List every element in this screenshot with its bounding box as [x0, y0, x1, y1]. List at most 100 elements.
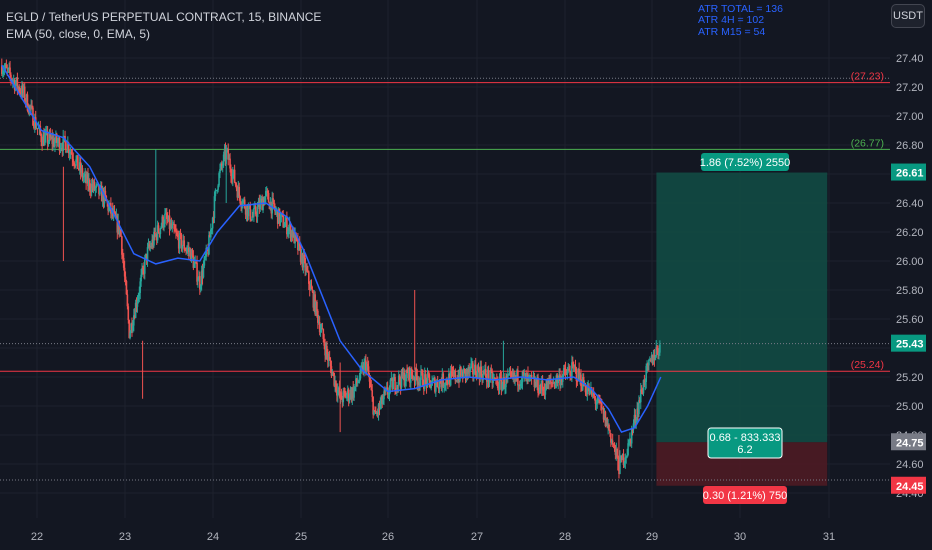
candle-body — [358, 378, 361, 382]
candle-body — [211, 217, 214, 229]
candle-body — [533, 377, 536, 388]
candle-body — [637, 408, 639, 415]
candle-body — [320, 328, 323, 331]
candle-body — [50, 136, 53, 139]
candle-body — [41, 142, 43, 146]
candle-body — [222, 154, 225, 166]
candle-body — [308, 283, 311, 291]
candle-body — [232, 173, 234, 180]
candle-body — [327, 353, 329, 361]
candle-body — [180, 234, 183, 249]
candle-body — [127, 306, 130, 321]
candle-body — [652, 354, 655, 364]
candle-body — [512, 372, 515, 378]
candle-body — [658, 352, 660, 355]
candle-body — [102, 190, 105, 204]
time-axis: 22 23 24 25 26 27 28 29 30 31 — [31, 531, 835, 543]
ema-indicator-label[interactable]: EMA (50, close, 0, EMA, 5) — [6, 27, 151, 41]
candle-body — [271, 198, 274, 214]
candle-body — [427, 373, 430, 375]
price-tick-label: 27.20 — [896, 82, 924, 94]
candle-body — [613, 444, 616, 446]
candle-body — [546, 380, 549, 389]
candle-body — [243, 199, 246, 208]
candle-body — [638, 400, 640, 415]
candle-body — [458, 376, 460, 382]
candle-body — [362, 365, 364, 374]
candle-body — [26, 94, 29, 111]
candle-body — [595, 403, 598, 405]
candle-body — [164, 213, 166, 224]
target-label: 1.86 (7.52%) 2550 — [700, 153, 790, 171]
candle-body — [647, 363, 649, 366]
candle-body — [239, 196, 241, 204]
candle-body — [317, 322, 320, 324]
candle-body — [107, 202, 109, 211]
candle-body — [48, 133, 51, 142]
candle-body — [31, 105, 33, 108]
candle-body — [307, 271, 309, 273]
candle-body — [199, 286, 202, 290]
candle-body — [484, 368, 486, 373]
candle-body — [387, 394, 390, 396]
candle-body — [318, 322, 321, 333]
candle-body — [447, 382, 449, 385]
candle-body — [187, 248, 189, 250]
currency-button[interactable]: USDT — [891, 4, 925, 28]
candle-body — [133, 315, 136, 318]
candle-body — [83, 176, 86, 178]
candle-body — [586, 388, 589, 395]
candle-body — [364, 360, 366, 364]
candle-body — [330, 366, 333, 376]
candle-body — [548, 379, 550, 383]
candle-body — [98, 184, 100, 195]
candle-body — [608, 424, 610, 431]
candle-body — [9, 67, 11, 75]
candle-body — [154, 231, 156, 236]
candle-body — [85, 174, 87, 183]
candle-body — [479, 366, 482, 380]
candle-body — [611, 440, 614, 445]
candle-body — [355, 378, 357, 387]
candle-body — [476, 366, 479, 379]
candle-body — [95, 184, 98, 188]
candle-body — [69, 152, 72, 154]
candle-body — [287, 227, 290, 232]
candle-body — [577, 369, 580, 382]
candle-body — [592, 393, 595, 396]
candle-body — [636, 408, 638, 421]
candle-body — [464, 369, 467, 378]
candle-body — [649, 359, 651, 361]
candle-body — [119, 229, 121, 235]
candle-body — [344, 391, 346, 394]
candle-body — [142, 267, 144, 269]
candle-body — [594, 398, 597, 404]
candle-body — [144, 258, 146, 274]
candle-body — [136, 301, 139, 307]
candle-body — [201, 270, 204, 278]
candle-body — [622, 454, 625, 466]
time-tick-label: 30 — [734, 531, 746, 543]
candle-body — [435, 380, 438, 386]
candle-body — [409, 367, 411, 383]
candle-body — [475, 375, 478, 379]
candle-body — [160, 225, 163, 229]
candle-body — [408, 367, 410, 379]
candle-body — [428, 374, 431, 381]
candle-body — [529, 375, 531, 377]
candle-body — [374, 410, 376, 412]
candle-body — [581, 386, 583, 390]
candle-body — [329, 360, 332, 367]
candle-body — [576, 381, 579, 383]
candle-body — [23, 86, 25, 93]
price-tick-label: 27.00 — [896, 111, 924, 123]
candle-body — [5, 64, 8, 68]
candle-body — [58, 138, 61, 151]
candle-body — [379, 403, 382, 409]
candle-body — [349, 389, 352, 398]
candle-body — [171, 224, 174, 229]
candle-body — [574, 366, 577, 369]
candle-body — [316, 301, 318, 311]
candle-body — [545, 380, 548, 390]
